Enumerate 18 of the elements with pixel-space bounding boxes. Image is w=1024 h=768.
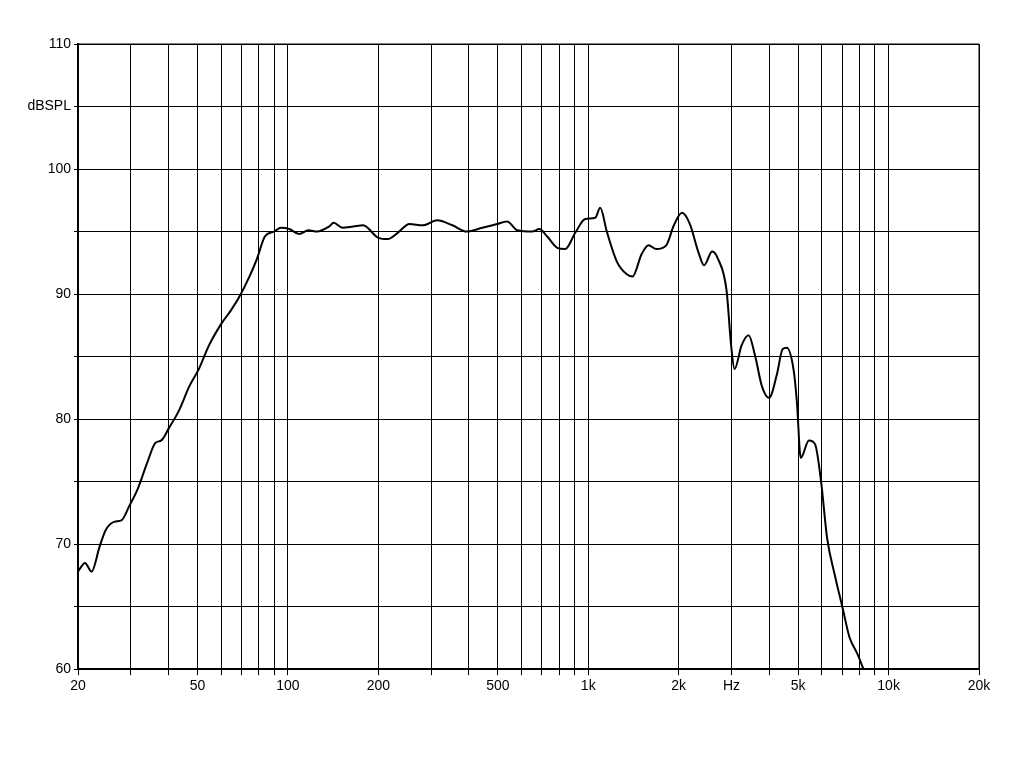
y-tick-label: 100 [47,159,72,176]
y-tick-label: 110 [48,34,72,51]
x-tick-label: 20k [967,677,992,694]
x-tick-label: 5k [790,677,807,694]
x-tick-label: 200 [366,677,391,694]
y-tick-label: 70 [55,535,72,552]
y-tick-label: 60 [55,660,72,677]
x-tick-label: 2k [671,677,688,694]
x-tick-label: Hz [722,677,741,694]
y-tick-label: 90 [55,284,72,301]
y-tick-label: 80 [55,409,72,426]
x-tick-label: 50 [189,677,206,694]
x-tick-label: 20 [70,677,86,694]
x-tick-label: 100 [276,677,300,694]
x-tick-label: 1k [580,677,597,694]
x-tick-label: 500 [486,677,510,694]
y-tick-label: dBSPL [27,97,72,114]
x-tick-label: 10k [877,677,901,694]
